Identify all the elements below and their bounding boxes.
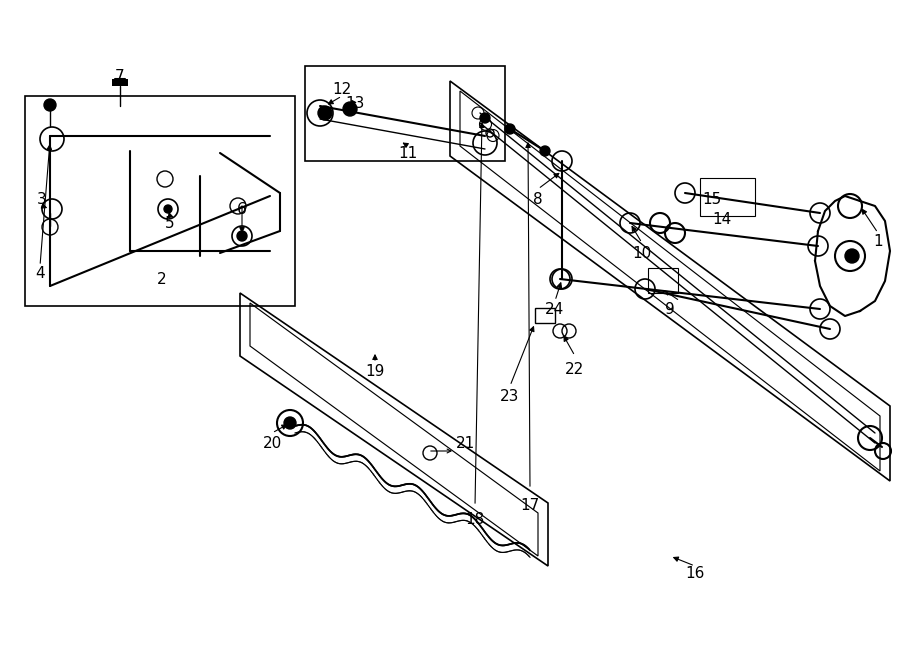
Text: 4: 4 — [35, 266, 45, 280]
Text: 16: 16 — [685, 566, 705, 580]
Text: 8: 8 — [533, 192, 543, 206]
Circle shape — [284, 417, 296, 429]
Circle shape — [505, 124, 515, 134]
Text: 14: 14 — [713, 212, 732, 227]
Text: 22: 22 — [565, 362, 585, 377]
Bar — [112, 79, 128, 86]
Text: 6: 6 — [237, 202, 247, 217]
Text: 3: 3 — [37, 192, 47, 206]
Text: 21: 21 — [455, 436, 474, 451]
Bar — [535, 308, 555, 323]
Text: 18: 18 — [465, 512, 484, 527]
Bar — [648, 268, 678, 293]
Circle shape — [237, 231, 247, 241]
Text: 2: 2 — [158, 272, 166, 286]
Text: 19: 19 — [365, 364, 384, 379]
Text: 13: 13 — [346, 95, 365, 110]
Text: 23: 23 — [500, 389, 519, 403]
Text: 11: 11 — [399, 145, 418, 161]
Text: 5: 5 — [166, 215, 175, 231]
Circle shape — [343, 102, 357, 116]
Circle shape — [540, 146, 550, 156]
Text: 1: 1 — [873, 233, 883, 249]
Circle shape — [318, 106, 332, 120]
Bar — [305, 66, 505, 161]
Text: 15: 15 — [702, 192, 722, 206]
Text: 20: 20 — [263, 436, 282, 451]
Circle shape — [164, 205, 172, 213]
Text: 12: 12 — [332, 81, 352, 97]
Text: 24: 24 — [545, 301, 564, 317]
Circle shape — [845, 249, 859, 263]
Bar — [700, 178, 755, 216]
Text: 17: 17 — [520, 498, 540, 514]
Text: 9: 9 — [665, 301, 675, 317]
Circle shape — [44, 99, 56, 111]
Circle shape — [480, 113, 490, 123]
Text: 7: 7 — [115, 69, 125, 83]
Bar — [25, 96, 295, 306]
Text: 10: 10 — [633, 245, 652, 260]
